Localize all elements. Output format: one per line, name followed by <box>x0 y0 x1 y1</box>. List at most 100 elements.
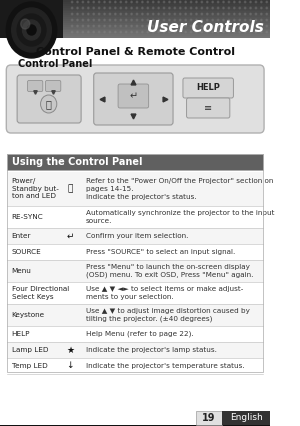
Text: ★: ★ <box>66 345 74 354</box>
Circle shape <box>207 25 208 27</box>
Bar <box>0 26 270 29</box>
Circle shape <box>266 7 268 9</box>
Circle shape <box>131 13 132 15</box>
Circle shape <box>98 13 100 15</box>
Circle shape <box>201 13 202 15</box>
Bar <box>0 4 270 6</box>
Circle shape <box>228 25 230 27</box>
Circle shape <box>120 25 122 27</box>
Text: ↓: ↓ <box>67 362 74 371</box>
Circle shape <box>250 19 251 21</box>
Text: 19: 19 <box>202 413 216 423</box>
Circle shape <box>196 13 197 15</box>
FancyBboxPatch shape <box>118 84 149 108</box>
Text: Confirm your item selection.: Confirm your item selection. <box>85 233 188 239</box>
Circle shape <box>169 13 170 15</box>
Circle shape <box>255 19 257 21</box>
Circle shape <box>207 1 208 3</box>
Circle shape <box>179 19 181 21</box>
Circle shape <box>152 31 154 33</box>
Circle shape <box>142 13 143 15</box>
Bar <box>7 244 263 260</box>
Text: RE-SYNC: RE-SYNC <box>12 214 43 220</box>
Circle shape <box>136 1 138 3</box>
Circle shape <box>169 19 170 21</box>
Text: HELP: HELP <box>196 83 220 92</box>
Circle shape <box>261 25 262 27</box>
Circle shape <box>179 7 181 9</box>
Circle shape <box>136 13 138 15</box>
Circle shape <box>218 19 219 21</box>
Bar <box>0 2 270 4</box>
Circle shape <box>82 19 84 21</box>
Circle shape <box>147 7 148 9</box>
Circle shape <box>196 31 197 33</box>
Circle shape <box>212 25 213 27</box>
Text: HELP: HELP <box>12 331 30 337</box>
Circle shape <box>125 25 127 27</box>
Circle shape <box>98 19 100 21</box>
Text: Enter: Enter <box>12 233 31 239</box>
Circle shape <box>104 13 105 15</box>
Circle shape <box>228 19 230 21</box>
Circle shape <box>104 19 105 21</box>
Circle shape <box>163 1 165 3</box>
Circle shape <box>190 1 192 3</box>
Circle shape <box>77 13 78 15</box>
Circle shape <box>223 1 224 3</box>
Circle shape <box>71 31 73 33</box>
Circle shape <box>169 31 170 33</box>
Bar <box>0 6 270 8</box>
Circle shape <box>93 31 94 33</box>
Bar <box>0 30 270 32</box>
Bar <box>0 9 270 12</box>
Circle shape <box>169 25 170 27</box>
Text: ↵: ↵ <box>129 91 137 101</box>
Bar <box>222 411 272 425</box>
Circle shape <box>239 7 241 9</box>
Circle shape <box>82 13 84 15</box>
Circle shape <box>88 1 89 3</box>
Circle shape <box>152 19 154 21</box>
Circle shape <box>266 13 268 15</box>
Circle shape <box>147 13 148 15</box>
Circle shape <box>212 19 213 21</box>
Text: Refer to the "Power On/Off the Projector" section on
pages 14-15.
Indicate the p: Refer to the "Power On/Off the Projector… <box>85 178 273 199</box>
Circle shape <box>255 7 257 9</box>
Text: Four Directional
Select Keys: Four Directional Select Keys <box>12 286 69 300</box>
Text: Using the Control Panel: Using the Control Panel <box>12 157 142 167</box>
Circle shape <box>158 25 159 27</box>
Text: User Controls: User Controls <box>147 20 264 35</box>
Circle shape <box>104 1 105 3</box>
Circle shape <box>163 25 165 27</box>
Circle shape <box>98 7 100 9</box>
Text: Use ▲ ▼ ◄► to select items or make adjust-
ments to your selection.: Use ▲ ▼ ◄► to select items or make adjus… <box>85 286 243 300</box>
Bar <box>0 8 270 9</box>
Text: Indicate the projector's lamp status.: Indicate the projector's lamp status. <box>85 347 217 353</box>
Circle shape <box>93 25 94 27</box>
Circle shape <box>179 25 181 27</box>
Circle shape <box>266 19 268 21</box>
Bar <box>0 36 270 38</box>
Text: SOURCE: SOURCE <box>12 249 41 255</box>
Circle shape <box>109 25 111 27</box>
Circle shape <box>142 1 143 3</box>
Circle shape <box>71 25 73 27</box>
Circle shape <box>88 19 89 21</box>
Circle shape <box>255 31 257 33</box>
Text: Temp LED: Temp LED <box>12 363 47 369</box>
Circle shape <box>185 31 186 33</box>
Circle shape <box>218 7 219 9</box>
Circle shape <box>218 25 219 27</box>
Text: Control Panel & Remote Control: Control Panel & Remote Control <box>36 47 235 57</box>
Bar <box>7 206 263 228</box>
Circle shape <box>163 13 165 15</box>
Bar <box>0 0 270 2</box>
Circle shape <box>158 1 159 3</box>
Circle shape <box>115 7 116 9</box>
Circle shape <box>136 25 138 27</box>
Circle shape <box>131 7 132 9</box>
Circle shape <box>212 7 213 9</box>
Circle shape <box>125 1 127 3</box>
Bar <box>0 12 270 13</box>
